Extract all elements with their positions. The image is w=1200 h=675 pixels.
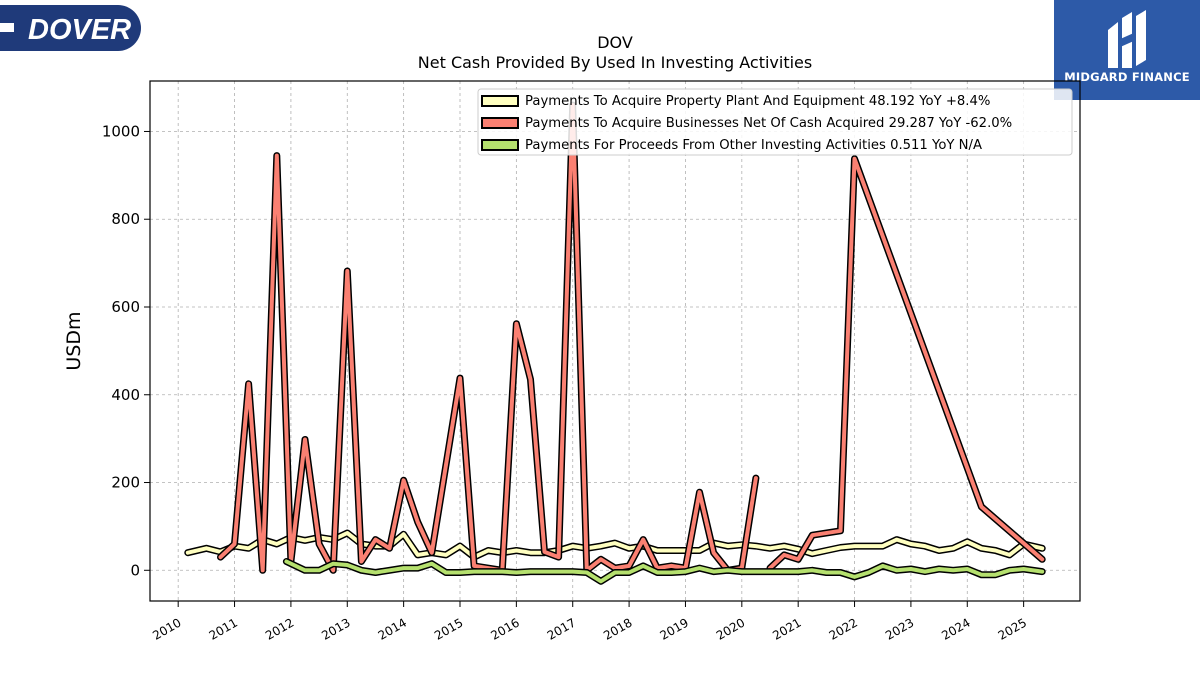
x-tick-label: 2021 [770,615,803,642]
series-line-outline [766,155,1046,572]
series-line [284,559,1045,584]
legend-box [477,88,1073,156]
x-tick-label: 2010 [150,615,183,642]
x-tick-label: 2014 [376,615,409,642]
legend-swatch [481,95,519,107]
legend-entry: Payments To Acquire Businesses Net Of Ca… [525,116,1012,131]
x-tick-label: 2017 [545,615,578,642]
series-2 [282,558,1046,585]
midgard-logo-text: MIDGARD FINANCE [1064,70,1190,84]
x-tick-label: 2019 [658,615,691,642]
y-tick-label: 0 [130,561,140,579]
series-line [768,156,1045,571]
legend-entry: Payments For Proceeds From Other Investi… [525,138,982,153]
plot-frame [149,80,1081,602]
series-line-outline [217,101,760,574]
y-axis: 0 200 400 600 800 1000 [102,122,150,579]
y-tick-label: 1000 [102,122,140,140]
x-tick-label: 2024 [939,615,972,642]
chart-title: DOV [597,33,633,52]
chart-subtitle: Net Cash Provided By Used In Investing A… [418,53,812,72]
legend: Payments To Acquire Property Plant And E… [477,88,1073,156]
y-tick-label: 600 [111,298,140,316]
dover-logo-text: DOVER [28,14,131,46]
legend-swatch [481,139,519,151]
grid [150,81,1080,601]
midgard-mark-icon [1108,10,1146,68]
x-tick-label: 2016 [488,615,521,642]
y-tick-label: 800 [111,210,140,228]
y-tick-label: 400 [111,386,140,404]
x-tick-label: 2025 [996,615,1029,642]
series-layer [184,101,1046,585]
x-tick-label: 2011 [207,615,240,642]
x-tick-label: 2023 [883,615,916,642]
x-tick-label: 2012 [263,615,296,642]
x-axis: 2010 2011 2012 2013 2014 2015 2016 2017 2018 2019… [150,601,1029,643]
dover-logo: DOVER [0,5,142,51]
x-tick-label: 2022 [827,615,860,642]
series-1 [217,101,1046,574]
midgard-finance-logo: MIDGARD FINANCE [1054,0,1200,100]
dover-logo-shape [0,5,141,51]
x-tick-label: 2018 [601,615,634,642]
y-tick-label: 200 [111,474,140,492]
legend-swatch [481,117,519,129]
x-tick-label: 2015 [432,615,465,642]
dover-logo-notch [0,23,14,32]
x-tick-label: 2020 [714,615,747,642]
x-tick-label: 2013 [319,615,352,642]
legend-entry: Payments To Acquire Property Plant And E… [525,94,990,109]
y-axis-label: USDm [63,311,85,370]
